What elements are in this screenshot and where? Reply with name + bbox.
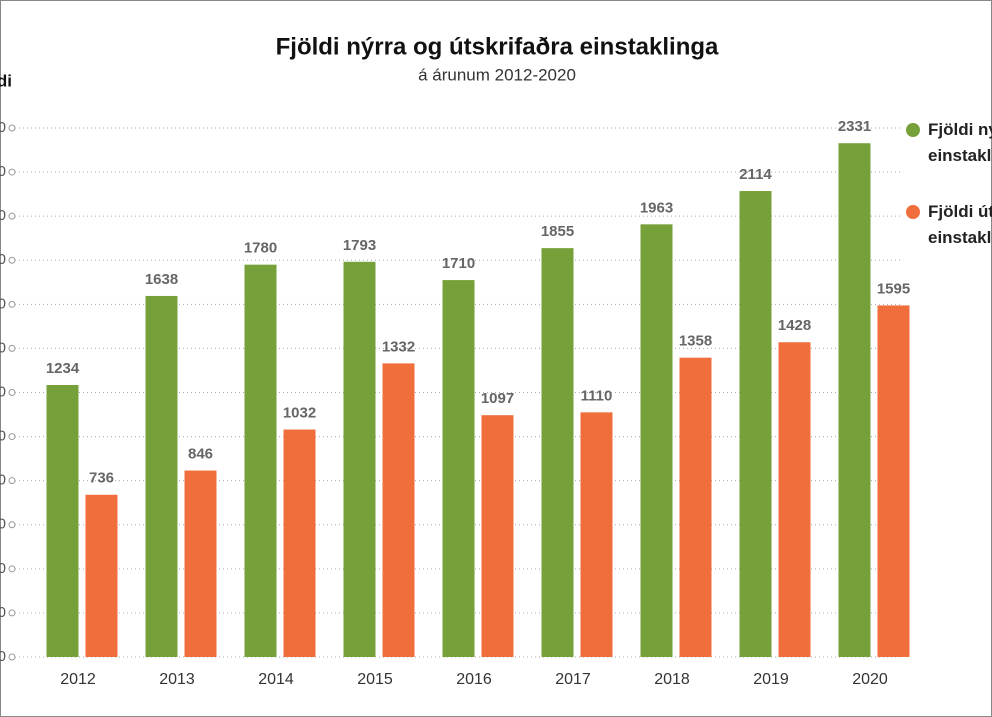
x-tick-label: 2012	[60, 671, 96, 688]
bar	[541, 248, 574, 658]
legend-swatch	[906, 123, 920, 137]
tick-mark	[8, 609, 16, 617]
value-label: 1793	[343, 237, 376, 254]
y-tick-label: 1000	[0, 428, 6, 445]
bar	[184, 470, 217, 657]
y-tick-label: 1600	[0, 295, 6, 312]
legend-label: Fjöldi nýrra einstaklinga	[928, 120, 992, 165]
bar	[877, 305, 910, 657]
legend-label: Fjöldi útskrifaðra einstaklinga	[928, 202, 992, 247]
bar	[382, 363, 415, 657]
chart-subtitle: á árunum 2012-2020	[418, 65, 576, 84]
bar	[145, 295, 178, 657]
y-tick-label: 2400	[0, 119, 6, 136]
bar	[481, 415, 514, 657]
value-label: 1097	[481, 390, 514, 407]
y-axis-label: Fjöldi	[0, 71, 12, 90]
tick-mark	[8, 212, 16, 220]
tick-mark	[8, 389, 16, 396]
value-label: 1780	[244, 240, 277, 257]
x-tick-label: 2020	[852, 671, 888, 688]
value-label: 1332	[382, 338, 415, 355]
legend-swatch	[906, 205, 920, 219]
value-label: 1710	[442, 255, 475, 272]
bar	[739, 191, 772, 657]
y-tick-label: 0	[0, 648, 6, 665]
y-tick-label: 600	[0, 516, 6, 533]
bar	[640, 224, 673, 657]
value-label: 1855	[541, 223, 574, 240]
x-tick-label: 2016	[456, 671, 492, 688]
y-tick-label: 1200	[0, 383, 6, 400]
tick-mark	[8, 565, 16, 573]
y-tick-label: 1400	[0, 339, 6, 356]
bar	[838, 143, 871, 658]
y-tick-label: 2200	[0, 163, 6, 180]
value-label: 1234	[46, 360, 80, 377]
x-tick-label: 2013	[159, 671, 195, 688]
bar	[580, 412, 613, 657]
y-tick-label: 1800	[0, 251, 6, 268]
value-label: 1358	[679, 333, 712, 350]
value-label: 736	[89, 470, 114, 487]
bar	[679, 357, 712, 657]
value-label: 1110	[581, 387, 613, 404]
bar	[46, 385, 79, 657]
tick-mark	[8, 477, 16, 485]
value-label: 846	[188, 445, 213, 462]
bar	[778, 342, 811, 657]
tick-mark	[8, 124, 16, 132]
x-tick-label: 2017	[555, 671, 591, 688]
value-label: 1638	[145, 271, 178, 288]
bar	[343, 261, 376, 657]
y-tick-label: 2000	[0, 207, 6, 224]
bar	[283, 429, 316, 657]
y-tick-label: 200	[0, 604, 6, 621]
tick-mark	[8, 168, 16, 176]
bar	[442, 280, 475, 657]
tick-mark	[8, 521, 16, 529]
value-label: 1428	[778, 317, 811, 334]
value-label: 2114	[739, 166, 772, 183]
tick-mark	[8, 433, 16, 441]
bar	[85, 494, 118, 657]
tick-mark	[8, 256, 16, 264]
bar	[244, 264, 277, 657]
x-tick-label: 2014	[258, 671, 294, 688]
value-label: 1963	[640, 199, 673, 216]
y-tick-label: 800	[0, 472, 6, 489]
x-tick-label: 2018	[654, 671, 690, 688]
tick-mark	[8, 653, 16, 661]
value-label: 1032	[283, 404, 316, 421]
chart-title: Fjöldi nýrra og útskrifaðra einstaklinga	[276, 33, 719, 60]
value-label: 1595	[877, 280, 910, 297]
y-tick-label: 400	[0, 560, 6, 577]
tick-mark	[8, 344, 16, 352]
tick-mark	[8, 300, 16, 308]
x-tick-label: 2015	[357, 671, 393, 688]
value-label: 2331	[838, 118, 871, 135]
x-tick-label: 2019	[753, 671, 789, 688]
